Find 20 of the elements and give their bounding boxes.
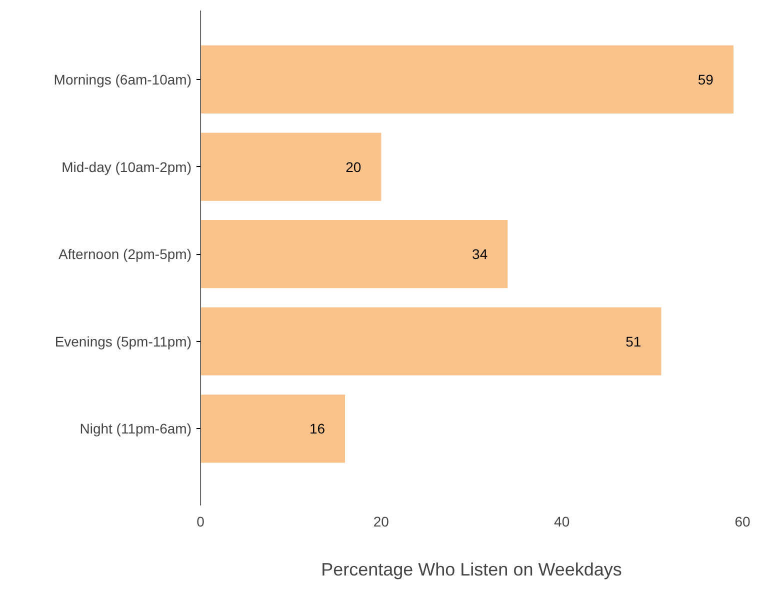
y-tick-label: Night (11pm-6am) <box>80 420 192 437</box>
data-label: 59 <box>698 71 714 88</box>
bar <box>200 220 508 288</box>
data-label: 34 <box>472 246 488 262</box>
data-label: 20 <box>346 158 362 175</box>
x-tick-label: 40 <box>554 514 570 530</box>
x-tick-label: 20 <box>373 514 390 530</box>
bar <box>200 394 346 463</box>
y-tick-label: Mid-day (10am-2pm) <box>62 158 192 175</box>
bar <box>200 132 382 201</box>
x-tick-label: 60 <box>734 514 750 530</box>
y-tick-label: Afternoon (2pm-5pm) <box>58 246 192 262</box>
bar <box>200 45 734 114</box>
data-label: 16 <box>309 420 326 437</box>
data-label: 51 <box>626 333 642 350</box>
y-tick-label: Evenings (5pm-11pm) <box>54 333 192 350</box>
y-tick-label: Mornings (6am-10am) <box>54 71 192 88</box>
x-tick-label: 0 <box>196 514 205 530</box>
x-axis-title: Percentage Who Listen on Weekdays <box>321 560 622 580</box>
bar <box>200 307 662 376</box>
